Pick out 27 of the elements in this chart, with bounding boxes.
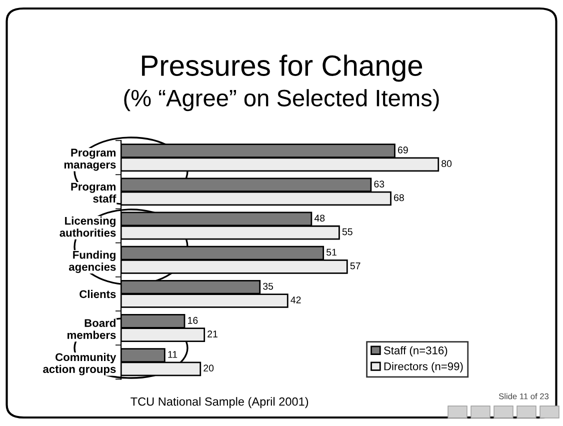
chart-subtitle: (% “Agree” on Selected Items) <box>124 89 439 112</box>
chart-title: Pressures for Change <box>142 54 422 82</box>
text: TCU National Sample (April 2001) <box>130 397 308 408</box>
data-label: 48 <box>314 214 325 222</box>
y-tick-label: Board members <box>68 318 116 339</box>
data-label: 20 <box>204 364 214 372</box>
data-label: 35 <box>263 282 274 290</box>
y-tick-label: Licensing authorities <box>60 216 116 237</box>
data-label: 51 <box>326 248 336 256</box>
data-label: 57 <box>350 262 360 270</box>
data-label: 80 <box>442 160 452 168</box>
data-label: 69 <box>398 146 408 154</box>
y-tick-label: Clients <box>80 290 116 298</box>
text: Slide 11 of 23 <box>498 393 549 400</box>
data-label: 42 <box>290 296 301 304</box>
y-tick-label: Program managers <box>64 148 116 171</box>
data-label: 68 <box>394 194 404 202</box>
legend-label: Directors (n=99) <box>384 362 463 372</box>
data-label: 55 <box>342 228 352 236</box>
y-tick-label: Community action groups <box>43 352 116 376</box>
data-label: 21 <box>208 330 218 338</box>
legend-label: Staff (n=316) <box>384 346 448 357</box>
y-tick-label: Program staff <box>71 182 116 203</box>
data-label: 11 <box>168 351 178 358</box>
data-label: 16 <box>188 316 198 324</box>
y-tick-label: Funding agencies <box>68 250 116 274</box>
data-label: 63 <box>374 180 384 188</box>
